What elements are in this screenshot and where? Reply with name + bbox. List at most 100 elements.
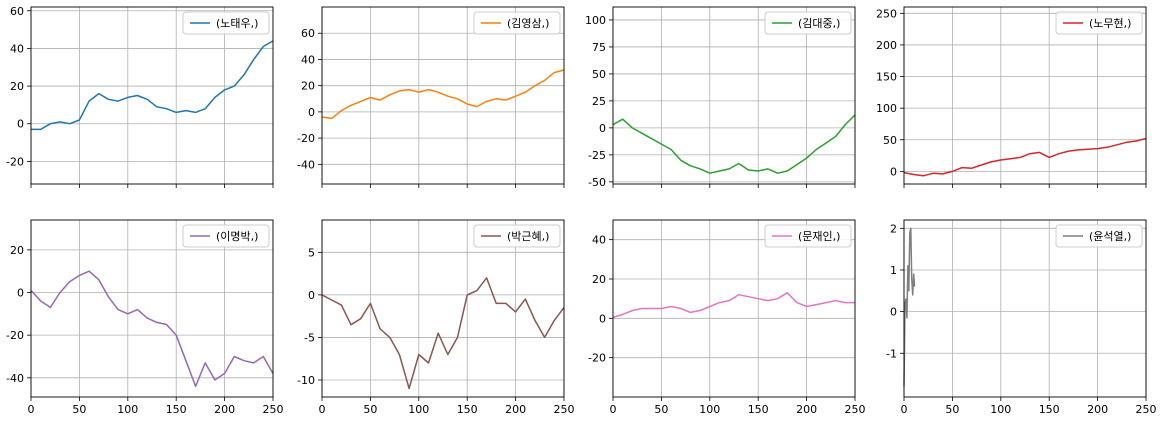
y-tick-label: 0: [890, 165, 897, 178]
y-tick-label: 0: [308, 289, 315, 302]
legend-label: (박근혜,): [507, 230, 549, 243]
x-tick-label: 200: [1087, 403, 1108, 416]
legend-box: [1055, 224, 1143, 248]
y-tick-label: 1: [890, 264, 897, 277]
legend-label: (윤석열,): [1089, 230, 1131, 243]
y-tick-label: 25: [592, 95, 606, 108]
x-tick-label: 100: [117, 403, 138, 416]
x-tick-label: 150: [1039, 403, 1060, 416]
x-tick-label: 0: [901, 403, 908, 416]
series-line: [321, 69, 565, 120]
legend-box: [182, 11, 270, 35]
subplot-6: 0 50 100 150 200 250 -10 -5 0 5 (박근혜,): [297, 219, 575, 416]
y-tick-label: -20: [297, 132, 315, 145]
series-line: [903, 227, 916, 387]
legend-box: [764, 11, 852, 35]
x-tick-label: 50: [945, 403, 959, 416]
y-tick-label: 0: [17, 118, 24, 131]
y-tick-label: 100: [585, 14, 606, 27]
y-tick-label: 75: [592, 41, 606, 54]
legend-box: [473, 224, 561, 248]
x-tick-label: 200: [214, 403, 235, 416]
x-tick-label: 150: [748, 403, 769, 416]
legend: (문재인,): [764, 224, 852, 248]
x-tick-label: 250: [845, 403, 866, 416]
legend-label: (문재인,): [798, 230, 840, 243]
x-tick-label: 50: [72, 403, 86, 416]
legend-box: [1055, 11, 1143, 35]
y-tick-label: -20: [6, 155, 24, 168]
legend-label: (김영삼,): [507, 17, 549, 30]
y-tick-label: 100: [876, 102, 897, 115]
y-tick-label: 40: [301, 53, 315, 66]
y-tick-label: 150: [876, 71, 897, 84]
axes-frame: [612, 219, 856, 398]
series-line: [612, 114, 856, 174]
y-tick-label: 0: [599, 122, 606, 135]
y-tick-label: 60: [10, 5, 24, 18]
x-tick-label: 100: [990, 403, 1011, 416]
y-tick-label: -50: [588, 176, 606, 189]
x-tick-label: 100: [408, 403, 429, 416]
series-line: [30, 270, 274, 388]
legend-box: [182, 224, 270, 248]
x-tick-label: 100: [699, 403, 720, 416]
y-tick-label: 0: [308, 106, 315, 119]
y-tick-label: 0: [890, 306, 897, 319]
y-tick-label: 0: [599, 312, 606, 325]
y-tick-label: 2: [890, 222, 897, 235]
y-tick-label: -5: [304, 331, 315, 344]
legend: (노태우,): [182, 11, 270, 35]
legend: (김대중,): [764, 11, 852, 35]
y-tick-label: 250: [876, 7, 897, 20]
axes-frame: [321, 219, 565, 398]
y-tick-label: -20: [6, 329, 24, 342]
legend: (박근혜,): [473, 224, 561, 248]
x-tick-label: 50: [363, 403, 377, 416]
x-tick-label: 0: [28, 403, 35, 416]
y-tick-label: 50: [883, 134, 897, 147]
subplot-1: -20 0 20 40 60 (노태우,): [6, 5, 274, 188]
subplot-7: 0 50 100 150 200 250 -20 0 20 40 (문재인,): [588, 219, 866, 416]
legend: (윤석열,): [1055, 224, 1143, 248]
axes-frame: [30, 6, 274, 185]
legend-label: (이명박,): [216, 230, 258, 243]
series-line: [321, 277, 565, 390]
subplot-3: -50 -25 0 25 50 75 100 (김대중,): [585, 6, 856, 189]
legend-label: (김대중,): [798, 17, 840, 30]
y-tick-label: -40: [6, 372, 24, 385]
legend: (이명박,): [182, 224, 270, 248]
y-tick-label: 20: [592, 273, 606, 286]
y-tick-label: -20: [588, 352, 606, 365]
y-tick-label: 20: [301, 80, 315, 93]
y-tick-label: 40: [10, 42, 24, 55]
legend: (노무현,): [1055, 11, 1143, 35]
x-tick-label: 200: [505, 403, 526, 416]
legend-label: (노태우,): [216, 17, 258, 30]
y-tick-label: 50: [592, 68, 606, 81]
y-tick-label: 40: [592, 234, 606, 247]
y-tick-label: 0: [17, 287, 24, 300]
axes-frame: [903, 6, 1147, 185]
y-tick-label: -25: [588, 149, 606, 162]
y-tick-label: -40: [297, 158, 315, 171]
legend-box: [764, 224, 852, 248]
x-tick-label: 200: [796, 403, 817, 416]
axes-frame: [321, 6, 565, 185]
series-line: [903, 137, 1147, 177]
axes-frame: [30, 219, 274, 398]
subplot-4: 0 50 100 150 200 250 (노무현,): [876, 6, 1147, 188]
subplot-5: 0 50 100 150 200 250 -40 -20 0 20 (이명박,): [6, 219, 284, 416]
x-tick-label: 150: [166, 403, 187, 416]
y-tick-label: 20: [10, 80, 24, 93]
x-tick-label: 50: [654, 403, 668, 416]
axes-frame: [903, 219, 1147, 398]
x-tick-label: 150: [457, 403, 478, 416]
subplot-8: 0 50 100 150 200 250 -1 0 1 2 (윤석열,): [886, 219, 1157, 416]
axes-frame: [612, 6, 856, 185]
y-tick-label: -10: [297, 374, 315, 387]
y-tick-label: 200: [876, 39, 897, 52]
y-tick-label: 5: [308, 246, 315, 259]
x-tick-label: 0: [319, 403, 326, 416]
